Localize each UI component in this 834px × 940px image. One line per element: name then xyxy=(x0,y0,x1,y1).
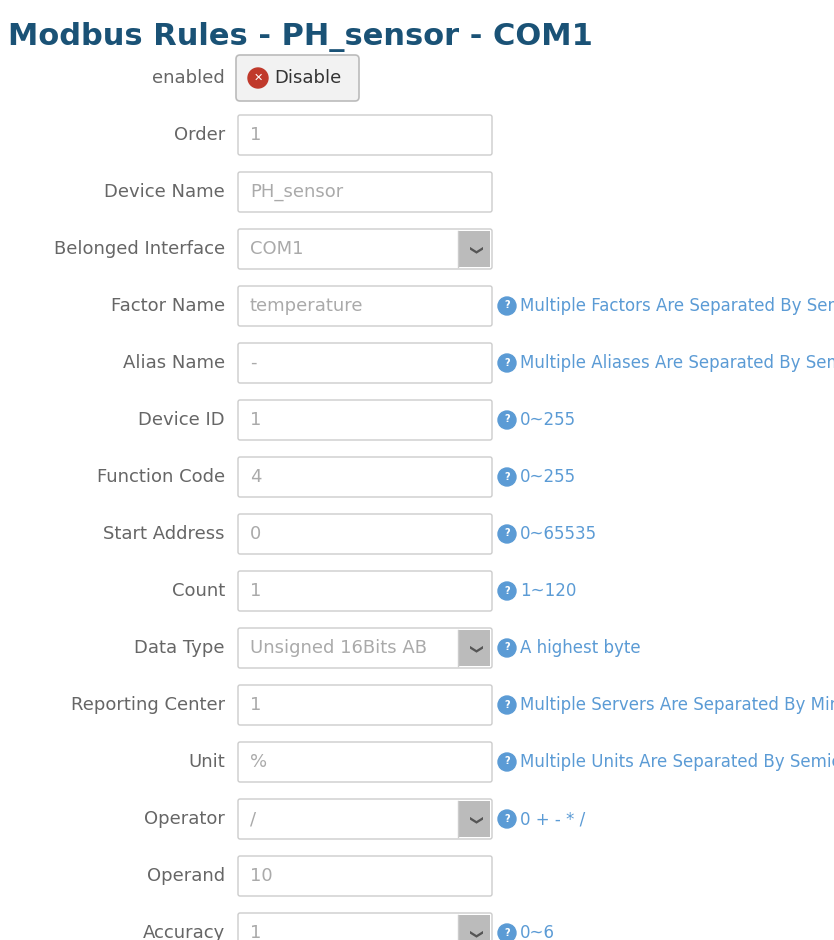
FancyBboxPatch shape xyxy=(238,286,492,326)
Circle shape xyxy=(498,810,516,828)
Text: Function Code: Function Code xyxy=(97,468,225,486)
Circle shape xyxy=(498,924,516,940)
Text: Order: Order xyxy=(173,126,225,144)
Text: Device Name: Device Name xyxy=(104,183,225,201)
Circle shape xyxy=(498,639,516,657)
Text: Count: Count xyxy=(172,582,225,600)
Text: %: % xyxy=(250,753,267,771)
Text: Factor Name: Factor Name xyxy=(111,297,225,315)
Circle shape xyxy=(498,411,516,429)
Text: 1: 1 xyxy=(250,126,261,144)
Text: ?: ? xyxy=(505,301,510,310)
Text: 0~65535: 0~65535 xyxy=(520,525,597,543)
Text: Operator: Operator xyxy=(144,810,225,828)
FancyBboxPatch shape xyxy=(238,913,492,940)
Text: ?: ? xyxy=(505,757,510,766)
Text: Alias Name: Alias Name xyxy=(123,354,225,372)
Text: 10: 10 xyxy=(250,867,273,885)
Text: Modbus Rules - PH_sensor - COM1: Modbus Rules - PH_sensor - COM1 xyxy=(8,22,593,52)
FancyBboxPatch shape xyxy=(238,628,492,668)
Text: Operand: Operand xyxy=(147,867,225,885)
Bar xyxy=(458,801,490,837)
FancyBboxPatch shape xyxy=(238,172,492,212)
Text: Multiple Units Are Separated By Semicolon: Multiple Units Are Separated By Semicolo… xyxy=(520,753,834,771)
Text: ?: ? xyxy=(505,643,510,652)
FancyBboxPatch shape xyxy=(238,115,492,155)
Text: temperature: temperature xyxy=(250,297,364,315)
Text: ?: ? xyxy=(505,928,510,937)
Text: Data Type: Data Type xyxy=(134,639,225,657)
Text: 0~255: 0~255 xyxy=(520,468,576,486)
Text: 4: 4 xyxy=(250,468,262,486)
Text: ?: ? xyxy=(505,472,510,481)
FancyBboxPatch shape xyxy=(238,571,492,611)
Text: Unsigned 16Bits AB: Unsigned 16Bits AB xyxy=(250,639,427,657)
Text: Multiple Factors Are Separated By Semicolon: Multiple Factors Are Separated By Semico… xyxy=(520,297,834,315)
Text: Device ID: Device ID xyxy=(138,411,225,429)
FancyBboxPatch shape xyxy=(238,400,492,440)
FancyBboxPatch shape xyxy=(238,742,492,782)
Text: ❯: ❯ xyxy=(468,644,480,654)
Text: ?: ? xyxy=(505,357,510,368)
Text: -: - xyxy=(250,354,257,372)
Circle shape xyxy=(498,525,516,543)
Circle shape xyxy=(498,582,516,600)
Circle shape xyxy=(498,696,516,714)
Circle shape xyxy=(498,468,516,486)
Text: ?: ? xyxy=(505,586,510,596)
Text: 1~120: 1~120 xyxy=(520,582,576,600)
Text: Accuracy: Accuracy xyxy=(143,924,225,940)
Text: ?: ? xyxy=(505,415,510,425)
FancyBboxPatch shape xyxy=(238,856,492,896)
FancyBboxPatch shape xyxy=(238,514,492,554)
Text: 0~6: 0~6 xyxy=(520,924,555,940)
Circle shape xyxy=(498,753,516,771)
Text: Multiple Aliases Are Separated By Semicolon: Multiple Aliases Are Separated By Semico… xyxy=(520,354,834,372)
Text: enabled: enabled xyxy=(153,69,225,87)
FancyBboxPatch shape xyxy=(238,457,492,497)
Text: 1: 1 xyxy=(250,411,261,429)
Text: 1: 1 xyxy=(250,696,261,714)
Text: A highest byte: A highest byte xyxy=(520,639,641,657)
Text: /: / xyxy=(250,810,256,828)
Text: COM1: COM1 xyxy=(250,240,304,258)
FancyBboxPatch shape xyxy=(238,229,492,269)
Text: ?: ? xyxy=(505,813,510,823)
Circle shape xyxy=(248,68,268,88)
Bar xyxy=(458,630,490,666)
Text: 1: 1 xyxy=(250,924,261,940)
Text: 1: 1 xyxy=(250,582,261,600)
FancyBboxPatch shape xyxy=(238,343,492,383)
Text: Multiple Servers Are Separated By Minus: Multiple Servers Are Separated By Minus xyxy=(520,696,834,714)
Bar xyxy=(458,231,490,267)
FancyBboxPatch shape xyxy=(238,799,492,839)
Text: Start Address: Start Address xyxy=(103,525,225,543)
Text: ✕: ✕ xyxy=(254,72,263,83)
Text: 0 + - * /: 0 + - * / xyxy=(520,810,585,828)
Text: ❯: ❯ xyxy=(468,815,480,825)
Text: 0: 0 xyxy=(250,525,261,543)
FancyBboxPatch shape xyxy=(236,55,359,101)
FancyBboxPatch shape xyxy=(238,685,492,725)
Text: Unit: Unit xyxy=(188,753,225,771)
Text: PH_sensor: PH_sensor xyxy=(250,183,344,201)
Circle shape xyxy=(498,297,516,315)
Text: ❯: ❯ xyxy=(468,244,480,256)
Text: ?: ? xyxy=(505,528,510,539)
Text: Disable: Disable xyxy=(274,69,341,87)
Text: Reporting Center: Reporting Center xyxy=(71,696,225,714)
Text: Belonged Interface: Belonged Interface xyxy=(54,240,225,258)
Text: ?: ? xyxy=(505,699,510,710)
Bar xyxy=(458,915,490,940)
Circle shape xyxy=(498,354,516,372)
Text: 0~255: 0~255 xyxy=(520,411,576,429)
Text: ❯: ❯ xyxy=(468,929,480,939)
